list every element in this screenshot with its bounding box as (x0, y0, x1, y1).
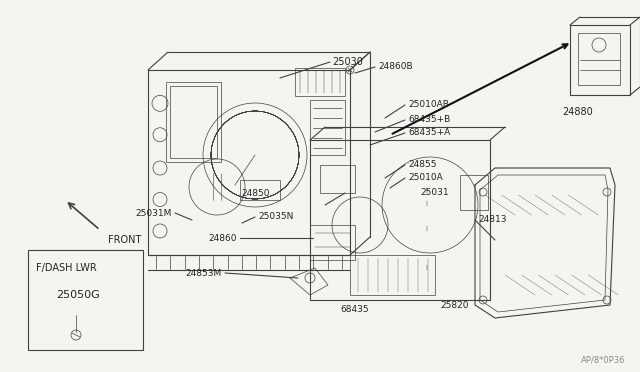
Text: AP/8*0P36: AP/8*0P36 (580, 356, 625, 365)
Bar (295, 68, 345, 96)
Bar (570, 25, 630, 95)
Text: 25031M: 25031M (136, 208, 172, 218)
Bar (310, 100, 345, 155)
Text: 24853M: 24853M (186, 269, 222, 278)
Text: 25031: 25031 (420, 187, 449, 196)
Bar (350, 255, 435, 295)
Text: FRONT: FRONT (108, 235, 141, 245)
Text: 25010A: 25010A (408, 173, 443, 182)
Text: 25035N: 25035N (258, 212, 293, 221)
Bar (320, 165, 355, 193)
Text: 24813: 24813 (478, 215, 506, 224)
Text: 24880: 24880 (563, 107, 593, 117)
Text: 25010AB: 25010AB (408, 99, 449, 109)
Text: 68435+B: 68435+B (408, 115, 451, 124)
Text: F/DASH LWR: F/DASH LWR (36, 263, 97, 273)
Text: 25030: 25030 (332, 57, 363, 67)
Text: 24860B: 24860B (378, 61, 413, 71)
Bar (170, 86, 217, 158)
Text: 24850: 24850 (241, 189, 270, 198)
Bar (28, 250, 143, 350)
Text: 25820: 25820 (441, 301, 469, 310)
Bar (578, 33, 620, 85)
Text: 68435: 68435 (340, 305, 369, 314)
Bar (240, 180, 280, 200)
Bar (166, 82, 221, 162)
Text: 25050G: 25050G (56, 290, 100, 300)
Text: 68435+A: 68435+A (408, 128, 451, 137)
Bar (310, 225, 355, 260)
Text: 24855: 24855 (408, 160, 436, 169)
Text: 24860: 24860 (209, 234, 237, 243)
Bar (460, 175, 488, 210)
